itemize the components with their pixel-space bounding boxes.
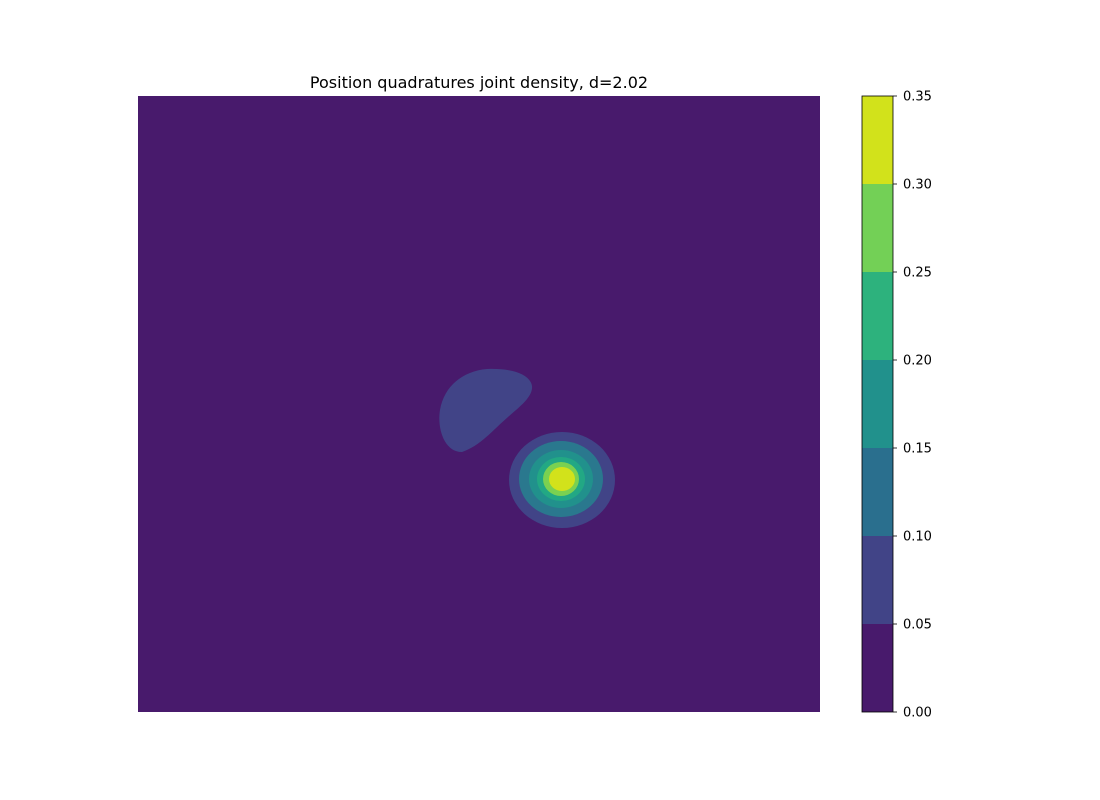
colorbar-tick-label: 0.10 (903, 530, 932, 545)
colorbar-band (862, 536, 893, 624)
contour-ring-6 (549, 467, 575, 491)
colorbar-tick-label: 0.35 (903, 90, 932, 105)
colorbar-frame (861, 95, 894, 713)
colorbar-tick-label: 0.25 (903, 266, 932, 281)
main-peak (509, 432, 615, 528)
colorbar-band (862, 184, 893, 272)
colorbar-tick-label: 0.00 (903, 706, 932, 721)
colorbar-band (862, 624, 893, 712)
colorbar-band (862, 272, 893, 360)
colorbar-tick-label: 0.05 (903, 618, 932, 633)
colorbar-band (862, 96, 893, 184)
colorbar: 0.00 0.05 0.10 0.15 0.20 0.25 0.30 0.35 (861, 90, 932, 721)
colorbar-tick-label: 0.30 (903, 178, 932, 193)
secondary-lobe (439, 368, 533, 452)
chart-title: Position quadratures joint density, d=2.… (310, 73, 648, 92)
colorbar-band (862, 360, 893, 448)
colorbar-band (862, 448, 893, 536)
plot-area (138, 96, 820, 712)
colorbar-tick-label: 0.15 (903, 442, 932, 457)
colorbar-tick-label: 0.20 (903, 354, 932, 369)
